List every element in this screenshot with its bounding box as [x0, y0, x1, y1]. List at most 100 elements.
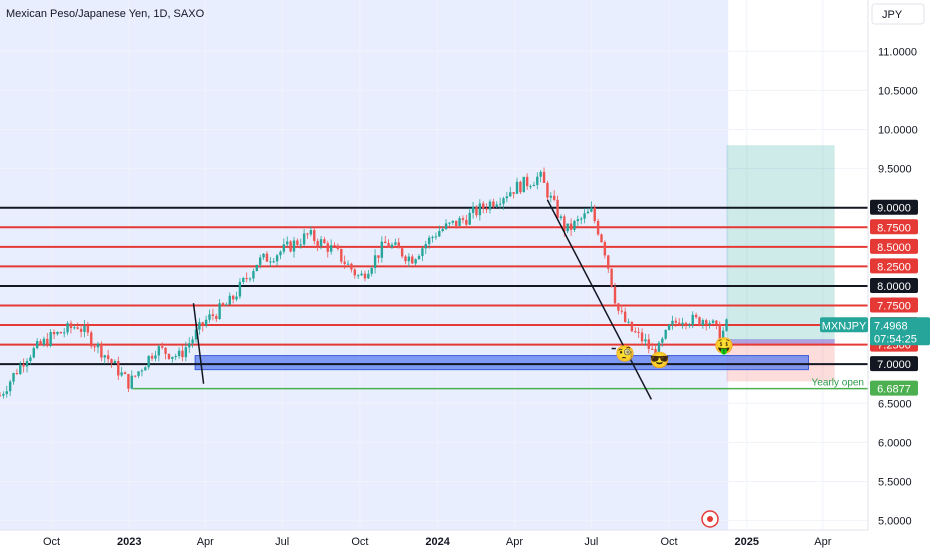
candle-body [292, 240, 296, 252]
candle-body [204, 319, 208, 326]
candle-body [694, 314, 698, 318]
candle-body [363, 273, 367, 279]
candle-body [390, 244, 394, 248]
level-price-label: 8.0000 [877, 281, 911, 293]
candle-body [350, 263, 353, 270]
candle-body [150, 355, 154, 359]
candle-body [630, 321, 634, 332]
candle-body [346, 263, 350, 265]
candle-body [269, 261, 272, 263]
candle-body [319, 239, 323, 246]
candle-body [282, 244, 286, 252]
currency-button-label[interactable]: JPY [882, 9, 903, 21]
candle-body [654, 348, 657, 363]
candle-body [583, 213, 586, 219]
candle-body [600, 234, 603, 243]
candle-body [485, 208, 488, 210]
candle-body [721, 330, 725, 342]
candle-body [647, 339, 651, 349]
candle-body [708, 322, 711, 325]
candle-body [492, 201, 495, 207]
demand-zone[interactable] [194, 355, 809, 371]
candle-body [289, 241, 292, 252]
level-price-label: 8.7500 [877, 222, 911, 234]
candle-body [691, 314, 694, 325]
candle-body [252, 271, 255, 279]
candle-body [367, 273, 370, 279]
candle-body [238, 281, 242, 297]
level-price-tag [870, 356, 918, 372]
candle-body [671, 320, 674, 325]
candle-body [302, 233, 306, 245]
candle-body [83, 325, 86, 332]
candle-body [225, 304, 228, 306]
y-tick-label: 10.5000 [878, 85, 918, 97]
bar-countdown-label: 07:54:25 [874, 333, 917, 345]
candle-body [593, 207, 596, 222]
candle-body [438, 230, 441, 237]
x-tick-label: Oct [351, 536, 368, 548]
candle-body [650, 348, 654, 350]
candle-body [35, 341, 39, 349]
target-crosshair-icon[interactable] [701, 510, 719, 528]
profit-target-zone[interactable] [726, 145, 835, 341]
candle-body [164, 347, 167, 354]
symbol-badge-label: MXNJPY [822, 320, 867, 332]
candle-body [613, 286, 617, 304]
candle-body [22, 364, 25, 367]
candle-body [242, 278, 245, 282]
candle-body [340, 248, 343, 262]
candle-body [29, 357, 32, 362]
candle-body [329, 245, 333, 252]
candle-body [711, 320, 715, 323]
x-tick-label: Oct [43, 536, 60, 548]
candle-body [25, 361, 29, 367]
candle-body [69, 323, 73, 329]
trendline[interactable] [192, 303, 205, 384]
candle-body [171, 356, 174, 359]
level-price-label: 8.2500 [877, 261, 911, 273]
trendline[interactable] [546, 199, 653, 400]
candle-body [181, 350, 184, 358]
yearly-open-label: Yearly open [812, 378, 864, 389]
level-price-label: 8.5000 [877, 242, 911, 254]
entry-zone[interactable] [726, 339, 835, 345]
candle-body [441, 228, 444, 231]
candle-body [12, 373, 15, 382]
candle-body [688, 324, 691, 326]
candle-body [167, 353, 171, 359]
candle-body [576, 219, 580, 222]
candle-body [106, 355, 110, 360]
candle-body [468, 212, 471, 225]
candle-body [93, 346, 96, 348]
candle-body [411, 256, 414, 264]
emoji-annotation[interactable]: 🤑 [714, 337, 734, 355]
candle-body [590, 207, 593, 212]
candle-body [421, 248, 424, 257]
candle-body [725, 319, 728, 331]
candle-body [174, 356, 177, 358]
candle-body [482, 203, 485, 209]
candle-body [431, 236, 434, 238]
candle-body [323, 239, 326, 244]
candle-body [42, 338, 46, 345]
candle-body [8, 381, 12, 392]
candle-body [90, 332, 93, 347]
candle-body [509, 192, 512, 197]
candle-body [194, 329, 198, 340]
candle-body [306, 233, 309, 235]
candle-body [336, 245, 340, 249]
currency-button[interactable] [871, 3, 925, 25]
emoji-annotation[interactable]: 🧐 [615, 345, 635, 363]
candle-body [617, 303, 620, 311]
candle-body [117, 360, 120, 376]
level-price-tag [870, 258, 918, 274]
candle-body [248, 278, 252, 280]
candle-body [343, 261, 346, 264]
candle-body [218, 303, 221, 319]
candle-body [536, 176, 539, 185]
emoji-annotation[interactable]: 😎 [650, 351, 670, 369]
candle-body [76, 327, 79, 329]
